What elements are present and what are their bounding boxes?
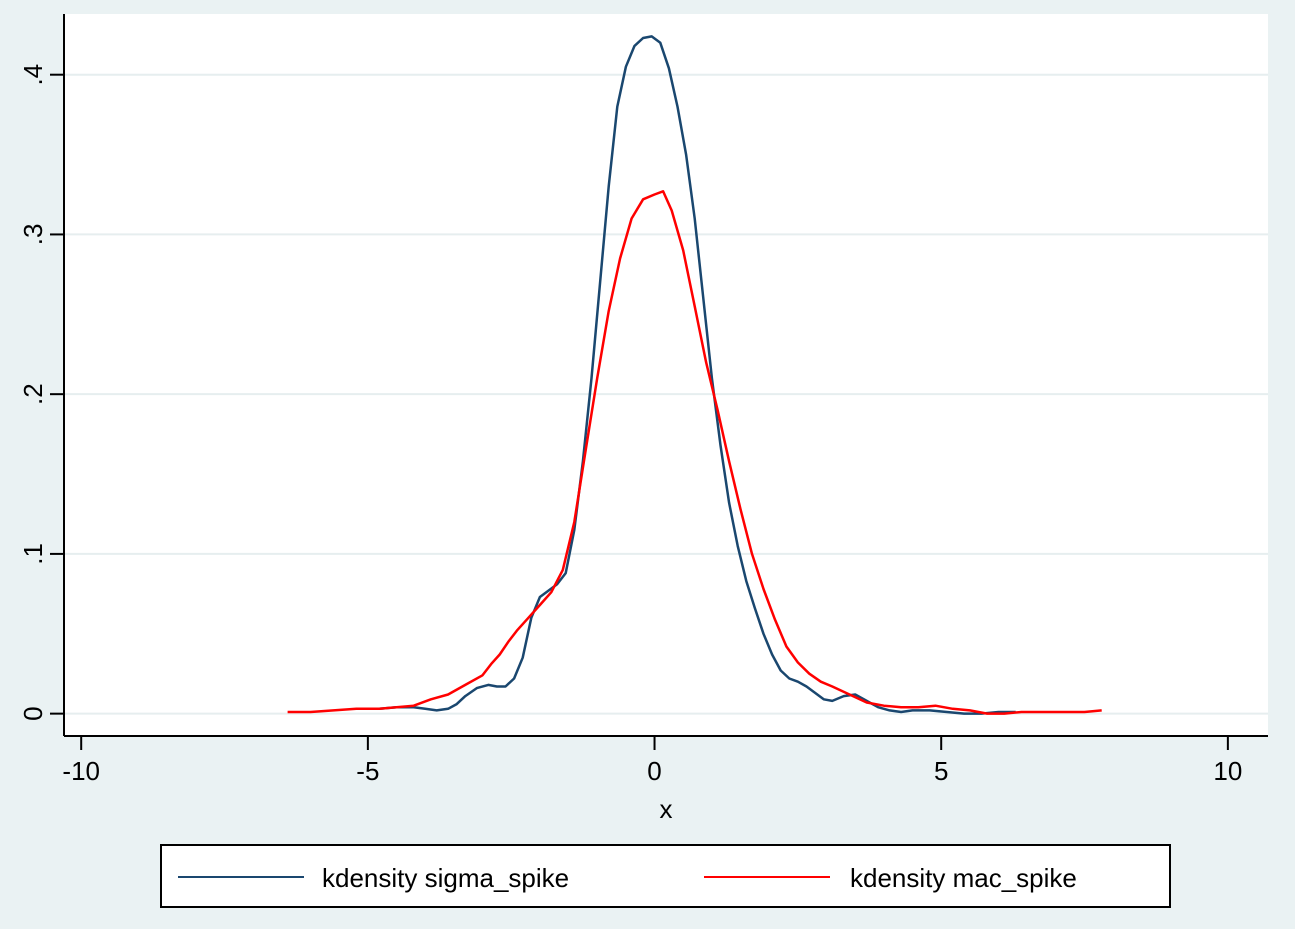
gridlines bbox=[64, 73, 1268, 715]
y-tick-label: .2 bbox=[18, 383, 48, 405]
legend-box bbox=[160, 844, 1171, 908]
x-axis: -10 -5 0 5 10 bbox=[62, 736, 1242, 786]
x-tick-label: -5 bbox=[356, 756, 379, 786]
x-axis-title: x bbox=[660, 794, 673, 824]
y-axis: 0 .1 .2 .3 .4 bbox=[18, 64, 64, 721]
series-line-mac bbox=[287, 190, 1102, 715]
plot-area bbox=[64, 14, 1268, 736]
series-layer bbox=[287, 35, 1102, 715]
legend: kdensity sigma_spike kdensity mac_spike bbox=[160, 844, 1171, 908]
legend-label-sigma: kdensity sigma_spike bbox=[322, 863, 569, 893]
y-tick-label: .3 bbox=[18, 224, 48, 246]
x-tick-label: -10 bbox=[62, 756, 100, 786]
x-tick-label: 0 bbox=[647, 756, 661, 786]
x-tick-label: 10 bbox=[1213, 756, 1242, 786]
y-tick-label: 0 bbox=[18, 706, 48, 720]
x-tick-label: 5 bbox=[934, 756, 948, 786]
y-tick-label: .1 bbox=[18, 543, 48, 565]
series-line-sigma bbox=[379, 35, 1016, 715]
legend-label-mac: kdensity mac_spike bbox=[850, 863, 1077, 893]
y-tick-label: .4 bbox=[18, 64, 48, 86]
